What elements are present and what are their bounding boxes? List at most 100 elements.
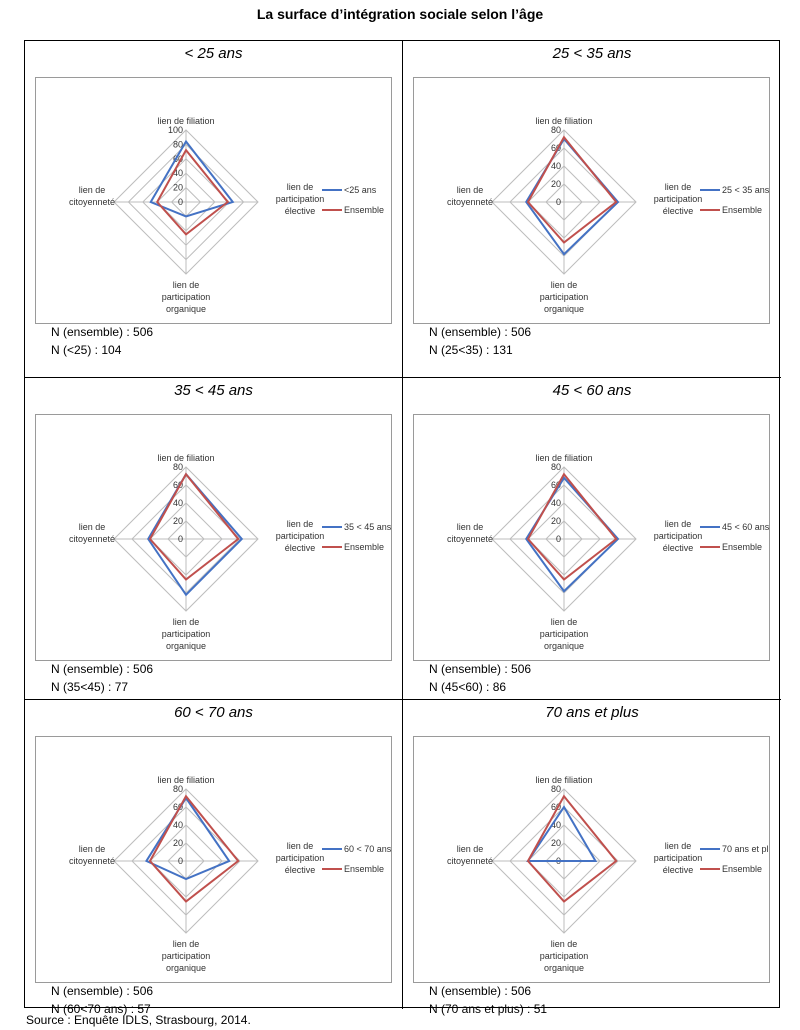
- axis-label-elective: lien de: [287, 519, 314, 529]
- tick-label: 40: [551, 820, 561, 830]
- axis-label-elective: élective: [285, 865, 316, 875]
- axis-label-organique: lien de: [173, 617, 200, 627]
- tick-label: 20: [551, 516, 561, 526]
- radar-chart-frame: 0 20 40 60 80 100 lien de filiation lien de part…: [35, 77, 392, 324]
- tick-label: 0: [556, 534, 561, 544]
- legend-label: 70 ans et plus: [722, 844, 769, 854]
- axis-label-elective: élective: [663, 543, 694, 553]
- panel-5: 60 < 70 ans 0 20 40 60 80 lien de filiation lie…: [25, 700, 403, 1016]
- panel-6: 70 ans et plus 0 20 40 60 80 lien de filiation…: [403, 700, 781, 1016]
- axis-label-citoyennete: lien de: [79, 522, 106, 532]
- series-ensemble: [148, 472, 240, 581]
- n-ensemble: N (ensemble) : 506: [51, 662, 154, 676]
- axis-label-organique: participation: [540, 292, 589, 302]
- n-group: N (60<70 ans) : 57: [51, 1002, 151, 1016]
- axis-label-filiation: lien de filiation: [535, 453, 592, 463]
- n-ensemble: N (ensemble) : 506: [51, 984, 154, 998]
- tick-label: 80: [173, 784, 183, 794]
- panel-4: 45 < 60 ans 0 20 40 60 80 lien de filiation lie…: [403, 378, 781, 700]
- axis-label-elective: participation: [654, 853, 703, 863]
- panel-title: 45 < 60 ans: [552, 382, 632, 399]
- axis-label-citoyennete: citoyenneté: [447, 534, 493, 544]
- series-ensemble: [155, 148, 230, 236]
- axis-label-organique: organique: [166, 304, 206, 314]
- axis-label-filiation: lien de filiation: [157, 453, 214, 463]
- axis-label-elective: élective: [663, 865, 694, 875]
- radar-chart-frame: 0 20 40 60 80 lien de filiation lien de partici…: [413, 77, 770, 324]
- axis-label-organique: lien de: [551, 280, 578, 290]
- axis-label-organique: lien de: [551, 617, 578, 627]
- series-group: [147, 472, 244, 597]
- series-group: [526, 805, 598, 862]
- axis-label-elective: élective: [285, 543, 316, 553]
- tick-label: 0: [178, 197, 183, 207]
- legend-label: Ensemble: [722, 864, 762, 874]
- series-ensemble: [148, 794, 240, 903]
- tick-label: 80: [551, 784, 561, 794]
- series-ensemble: [526, 794, 618, 903]
- n-group: N (35<45) : 77: [51, 680, 129, 694]
- axis-label-elective: lien de: [287, 182, 314, 192]
- tick-label: 60: [551, 480, 561, 490]
- axis-label-elective: participation: [276, 853, 325, 863]
- axis-label-elective: participation: [654, 531, 703, 541]
- axis-label-organique: participation: [162, 292, 211, 302]
- source-note: Source : Enquête IDLS, Strasbourg, 2014.: [26, 1013, 251, 1027]
- axis-label-organique: organique: [166, 963, 206, 973]
- n-group: N (<25) : 104: [51, 343, 122, 357]
- axis-label-elective: participation: [654, 194, 703, 204]
- legend-label: <25 ans: [344, 185, 377, 195]
- legend-label: 60 < 70 ans: [344, 844, 391, 854]
- tick-label: 40: [173, 820, 183, 830]
- tick-label: 80: [173, 462, 183, 472]
- axis-label-citoyennete: lien de: [457, 844, 484, 854]
- radar-chart-frame: 0 20 40 60 80 lien de filiation lien de partici…: [35, 736, 392, 983]
- axis-label-elective: lien de: [665, 182, 692, 192]
- radar-chart-frame: 0 20 40 60 80 lien de filiation lien de partici…: [413, 414, 770, 661]
- panel-title: 35 < 45 ans: [174, 382, 253, 399]
- axis-label-organique: participation: [162, 951, 211, 961]
- axis-label-organique: lien de: [173, 280, 200, 290]
- tick-label: 0: [178, 856, 183, 866]
- n-group: N (45<60) : 86: [429, 680, 507, 694]
- tick-label: 60: [173, 154, 183, 164]
- n-ensemble: N (ensemble) : 506: [429, 325, 532, 339]
- series-ensemble: [526, 135, 618, 244]
- tick-label: 80: [551, 462, 561, 472]
- axis-label-filiation: lien de filiation: [157, 116, 214, 126]
- axis-label-organique: lien de: [551, 939, 578, 949]
- axis-label-citoyennete: citoyenneté: [447, 197, 493, 207]
- tick-label: 80: [551, 125, 561, 135]
- n-ensemble: N (ensemble) : 506: [429, 984, 532, 998]
- axis-label-organique: participation: [540, 951, 589, 961]
- tick-label: 60: [173, 480, 183, 490]
- panel-2: 25 < 35 ans 0 20 40 60 80 lien de filiation lie…: [403, 41, 781, 378]
- radar-chart-frame: 0 20 40 60 80 lien de filiation lien de partici…: [413, 736, 770, 983]
- legend-label: Ensemble: [722, 542, 762, 552]
- axis-label-elective: lien de: [665, 519, 692, 529]
- n-ensemble: N (ensemble) : 506: [51, 325, 154, 339]
- panel-grid: < 25 ans 0 20 40 60 80 100 lien de filiation lie…: [24, 40, 781, 1016]
- legend-label: 25 < 35 ans: [722, 185, 769, 195]
- legend-label: 35 < 45 ans: [344, 522, 391, 532]
- tick-label: 20: [551, 838, 561, 848]
- legend-label: Ensemble: [344, 205, 384, 215]
- tick-label: 60: [551, 143, 561, 153]
- axis-label-citoyennete: citoyenneté: [69, 856, 115, 866]
- legend-label: Ensemble: [344, 864, 384, 874]
- axis-label-citoyennete: lien de: [457, 522, 484, 532]
- axis-label-organique: lien de: [173, 939, 200, 949]
- series-ensemble: [526, 472, 618, 581]
- axis-label-filiation: lien de filiation: [157, 775, 214, 785]
- axis-label-organique: organique: [544, 641, 584, 651]
- tick-label: 60: [551, 802, 561, 812]
- tick-label: 60: [173, 802, 183, 812]
- legend-label: Ensemble: [344, 542, 384, 552]
- axis-label-organique: organique: [166, 641, 206, 651]
- panel-title: 60 < 70 ans: [174, 704, 253, 721]
